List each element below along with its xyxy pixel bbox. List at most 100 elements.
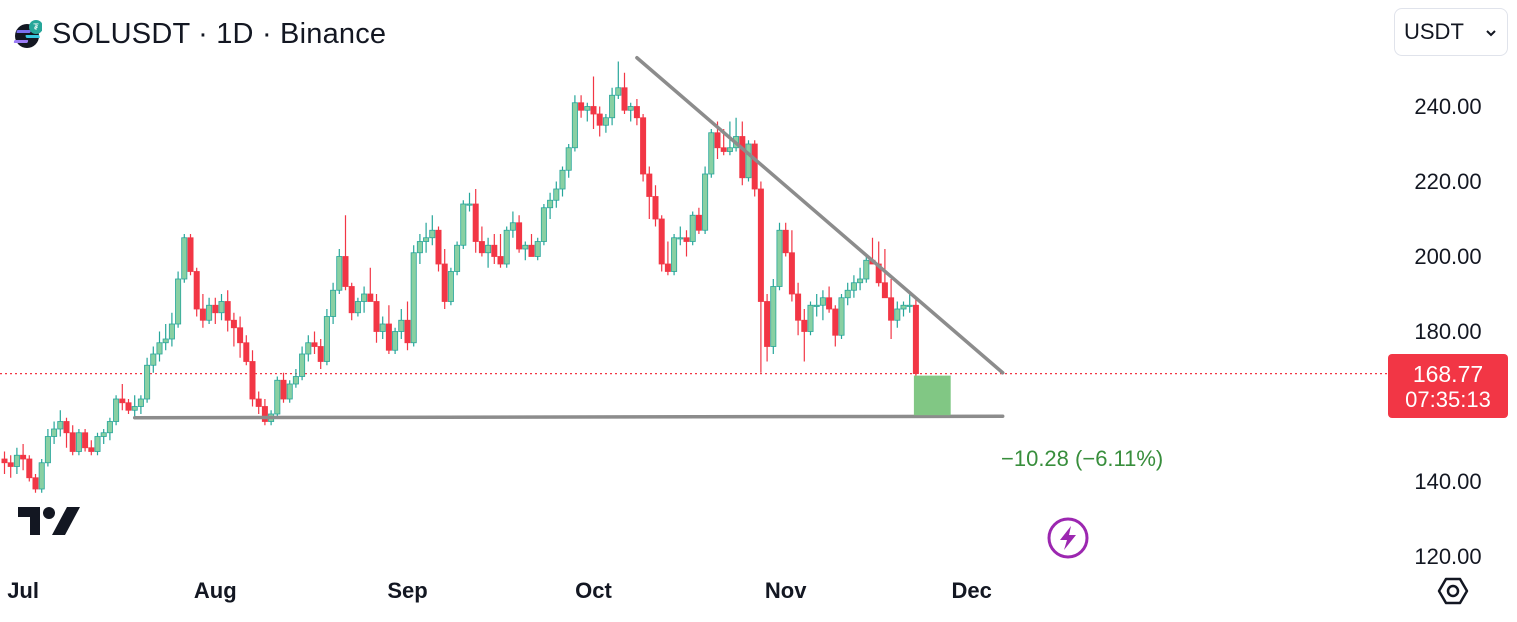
candle[interactable]: [305, 335, 312, 362]
candle[interactable]: [100, 429, 107, 444]
candle[interactable]: [292, 369, 299, 388]
candle[interactable]: [497, 234, 504, 268]
candle[interactable]: [429, 215, 436, 246]
candle[interactable]: [212, 297, 219, 324]
candle[interactable]: [590, 76, 597, 130]
symbol-title[interactable]: SOLUSDT · 1D · Binance: [52, 17, 387, 50]
candle[interactable]: [385, 305, 392, 354]
candle[interactable]: [131, 395, 138, 418]
candle[interactable]: [578, 95, 585, 118]
tradingview-logo[interactable]: [18, 505, 80, 542]
candle[interactable]: [237, 316, 244, 358]
candle[interactable]: [782, 222, 789, 257]
candle[interactable]: [206, 297, 213, 324]
candle[interactable]: [299, 346, 306, 381]
candle[interactable]: [460, 200, 467, 249]
candle[interactable]: [410, 245, 417, 347]
candle[interactable]: [416, 234, 423, 264]
candle[interactable]: [137, 395, 144, 414]
candle[interactable]: [888, 279, 895, 339]
candle[interactable]: [801, 309, 808, 362]
candle[interactable]: [218, 294, 225, 321]
candle[interactable]: [82, 429, 89, 452]
settings-gear-icon[interactable]: [1437, 575, 1469, 612]
candle[interactable]: [658, 215, 665, 272]
candle[interactable]: [764, 294, 771, 362]
candle[interactable]: [311, 331, 318, 355]
descending-trendline[interactable]: [635, 56, 1005, 375]
candle[interactable]: [565, 144, 572, 178]
candle[interactable]: [776, 222, 783, 291]
candle[interactable]: [516, 215, 523, 253]
candle[interactable]: [125, 399, 132, 414]
candle[interactable]: [757, 181, 764, 373]
candle[interactable]: [602, 114, 609, 133]
candle[interactable]: [615, 61, 622, 100]
candle[interactable]: [193, 267, 200, 317]
candle[interactable]: [813, 294, 820, 317]
candle[interactable]: [361, 286, 368, 313]
candle[interactable]: [280, 372, 287, 403]
candle[interactable]: [683, 230, 690, 257]
candle[interactable]: [348, 282, 355, 321]
candle[interactable]: [863, 256, 870, 283]
candle[interactable]: [106, 417, 113, 441]
candle[interactable]: [708, 129, 715, 178]
candle[interactable]: [44, 429, 51, 467]
candle[interactable]: [88, 440, 95, 456]
candle[interactable]: [7, 455, 14, 478]
candle[interactable]: [900, 301, 907, 317]
candle[interactable]: [646, 166, 653, 220]
candle[interactable]: [770, 279, 777, 354]
candle[interactable]: [534, 237, 541, 261]
candle[interactable]: [652, 185, 659, 227]
price-range-measure[interactable]: [913, 375, 951, 416]
candle[interactable]: [621, 72, 628, 114]
candle[interactable]: [32, 474, 39, 493]
candle[interactable]: [261, 399, 268, 426]
candle[interactable]: [330, 282, 337, 324]
candle[interactable]: [199, 294, 206, 328]
support-line[interactable]: [132, 414, 1005, 420]
candle[interactable]: [528, 234, 535, 257]
candle[interactable]: [702, 166, 709, 235]
candle[interactable]: [119, 384, 126, 411]
candle[interactable]: [243, 335, 250, 366]
candle[interactable]: [838, 294, 845, 339]
candle[interactable]: [1, 451, 8, 475]
candle[interactable]: [491, 234, 498, 264]
candle[interactable]: [689, 211, 696, 246]
candle[interactable]: [404, 301, 411, 351]
candle[interactable]: [677, 226, 684, 246]
candle[interactable]: [69, 425, 76, 456]
candle[interactable]: [596, 106, 603, 137]
candle[interactable]: [795, 282, 802, 336]
candle[interactable]: [826, 286, 833, 313]
candle[interactable]: [26, 455, 33, 482]
candle[interactable]: [447, 267, 454, 306]
candle[interactable]: [807, 301, 814, 336]
candle[interactable]: [94, 432, 101, 456]
candle[interactable]: [249, 350, 256, 407]
candle[interactable]: [571, 95, 578, 152]
candle[interactable]: [509, 211, 516, 238]
candle[interactable]: [540, 204, 547, 246]
candle[interactable]: [379, 316, 386, 340]
lightning-alert-icon[interactable]: [1047, 517, 1089, 564]
candle[interactable]: [664, 241, 671, 276]
candle[interactable]: [113, 395, 120, 426]
candle[interactable]: [423, 222, 430, 253]
candle[interactable]: [609, 87, 616, 126]
candle[interactable]: [435, 226, 442, 272]
candle[interactable]: [336, 249, 343, 294]
candle[interactable]: [317, 339, 324, 369]
candle[interactable]: [485, 237, 492, 268]
candle[interactable]: [850, 275, 857, 298]
candle[interactable]: [906, 294, 913, 313]
candle[interactable]: [168, 312, 175, 347]
candle[interactable]: [739, 121, 746, 186]
candle[interactable]: [857, 267, 864, 291]
candle[interactable]: [144, 357, 151, 403]
currency-select[interactable]: USDT: [1394, 8, 1508, 56]
